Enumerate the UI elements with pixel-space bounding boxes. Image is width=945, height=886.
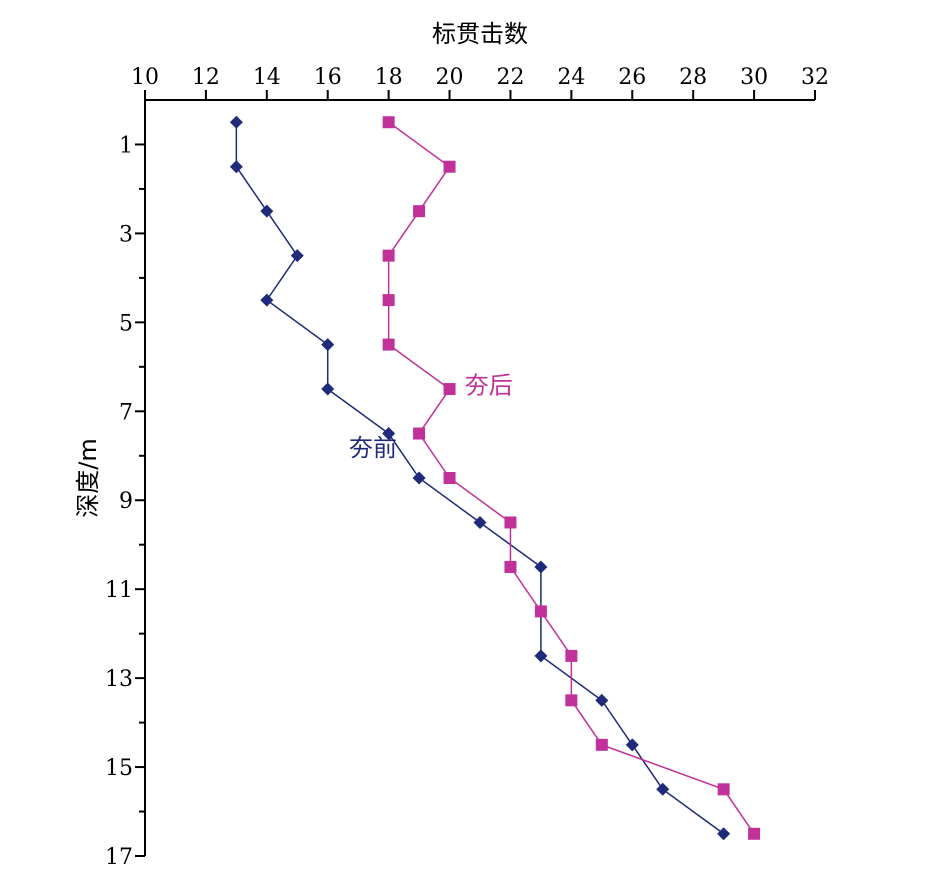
y-axis-title: 深度/m [74, 438, 102, 517]
y-tick-label: 11 [105, 578, 133, 603]
series-2-point [504, 560, 517, 573]
series-1-point [229, 160, 243, 174]
series-1-point [534, 649, 548, 663]
series-1-point [321, 382, 335, 396]
series-1-point [321, 338, 335, 352]
series-layer: 夯前 夯后 [229, 115, 761, 841]
x-tick-label: 14 [253, 65, 281, 90]
x-tick-label: 20 [436, 65, 464, 90]
series-1-point [473, 515, 487, 529]
x-tick-label: 24 [557, 65, 585, 90]
series-1-point [595, 693, 609, 707]
series-2-label: 夯后 [465, 372, 513, 400]
series-1-point [260, 293, 274, 307]
series-2-point [413, 427, 426, 440]
x-tick-label: 16 [314, 65, 342, 90]
series-2-point [382, 249, 395, 262]
series-1-point [534, 560, 548, 574]
series-2-point [565, 694, 578, 707]
series-2-point [595, 738, 608, 751]
series-2: 夯后 [382, 116, 761, 840]
series-2-point [443, 383, 456, 396]
series-2-point [413, 205, 426, 218]
series-2-point [504, 516, 517, 529]
series-1-point [260, 204, 274, 218]
y-tick-label: 9 [119, 489, 133, 514]
series-2-point [534, 605, 547, 618]
series-1-point [290, 249, 304, 263]
series-1-point [382, 427, 396, 441]
x-tick-label: 22 [496, 65, 524, 90]
series-2-point [443, 472, 456, 484]
series-1-point [656, 782, 670, 796]
series-2-point [748, 827, 761, 840]
series-1: 夯前 [229, 115, 731, 841]
y-tick-label: 15 [105, 756, 133, 781]
series-1-point [412, 471, 426, 485]
series-1-point [229, 115, 243, 129]
series-1-line [235, 122, 725, 835]
x-tick-label: 30 [740, 65, 768, 90]
x-tick-label: 28 [679, 65, 707, 90]
x-tick-label: 12 [192, 65, 220, 90]
y-tick-label: 7 [119, 400, 133, 425]
x-axis-title: 标贯击数 [432, 20, 528, 48]
y-tick-label: 1 [119, 133, 133, 158]
series-2-point [382, 294, 395, 307]
y-tick-label: 3 [119, 222, 133, 247]
series-2-line [387, 121, 755, 835]
series-2-point [717, 783, 730, 796]
y-tick-label: 13 [105, 667, 133, 692]
x-tick-label: 10 [131, 65, 159, 90]
series-2-point [565, 649, 578, 662]
series-2-point [382, 338, 395, 351]
series-1-point [717, 827, 731, 841]
y-tick-label: 17 [105, 845, 133, 870]
x-tick-label: 32 [801, 65, 829, 90]
x-tick-label: 18 [375, 65, 403, 90]
series-1-label: 夯前 [349, 434, 397, 462]
series-2-point [382, 116, 395, 129]
series-2-point [443, 160, 456, 173]
x-tick-label: 26 [618, 65, 646, 90]
series-1-point [625, 738, 639, 752]
y-tick-label: 5 [119, 311, 133, 336]
